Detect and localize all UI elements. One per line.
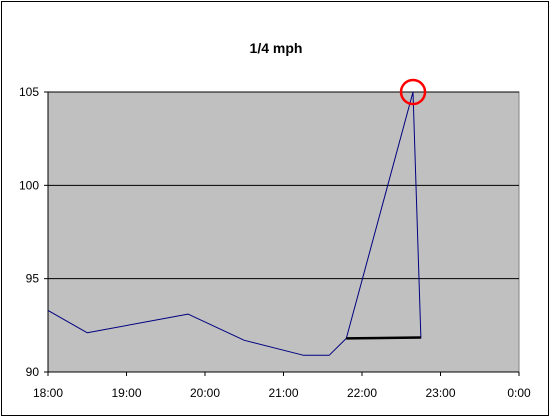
y-tick-label-100: 100 bbox=[19, 178, 39, 192]
x-tick-label-0:00: 0:00 bbox=[507, 386, 531, 400]
x-tick-label-20:00: 20:00 bbox=[190, 386, 220, 400]
plot-area bbox=[47, 91, 520, 373]
y-tick-label-90: 90 bbox=[26, 365, 40, 379]
series-line-1 bbox=[47, 91, 422, 356]
axes: 90 95 100 105 18:00 19:00 20:00 21:00 22:00 23:00… bbox=[19, 85, 531, 400]
chart-title: 1/4 mph bbox=[250, 40, 303, 56]
y-tick-label-105: 105 bbox=[19, 85, 39, 99]
series-lines bbox=[47, 91, 422, 356]
y-tick-label-95: 95 bbox=[26, 272, 40, 286]
x-tick-label-21:00: 21:00 bbox=[268, 386, 298, 400]
x-tick-label-23:00: 23:00 bbox=[425, 386, 455, 400]
x-tick-label-19:00: 19:00 bbox=[111, 386, 141, 400]
x-tick-label-22:00: 22:00 bbox=[347, 386, 377, 400]
peak-highlight-circle bbox=[399, 78, 427, 106]
gridlines bbox=[48, 91, 519, 280]
x-tick-label-18:00: 18:00 bbox=[33, 386, 63, 400]
baseline-marker-segment bbox=[346, 336, 421, 340]
annotations bbox=[346, 78, 427, 340]
plot-background bbox=[47, 91, 520, 373]
